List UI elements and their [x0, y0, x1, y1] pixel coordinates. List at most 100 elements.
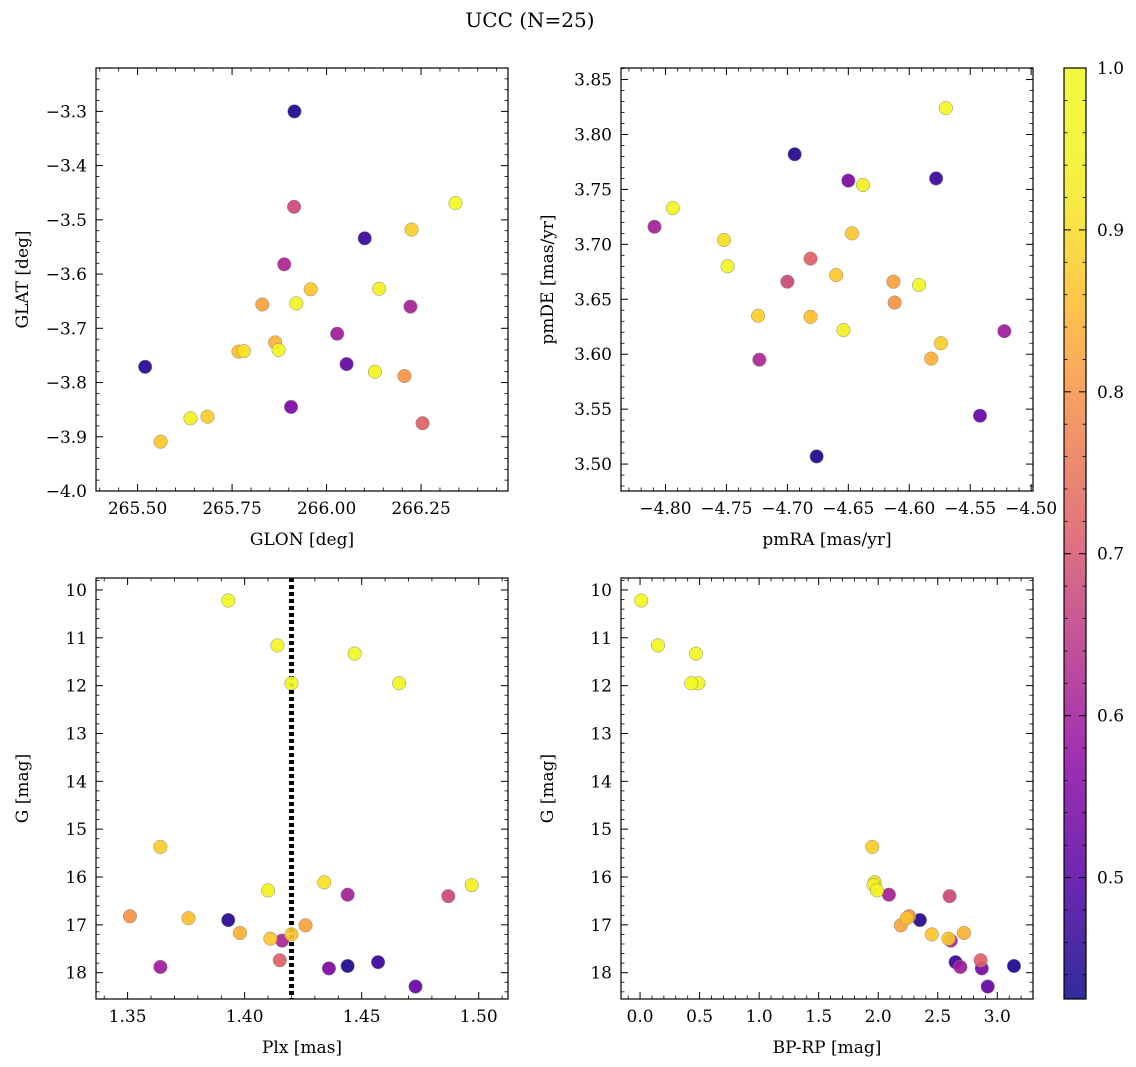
y-tick-label: −3.9: [46, 428, 87, 448]
y-tick-label: 12: [590, 677, 612, 697]
x-tick-label: −4.50: [1005, 499, 1057, 519]
panel-1: 265.50 265.75 266.00 266.25 −4.0 −3.9 −3.8 −3.7…: [13, 67, 509, 550]
x-tick-label: 1.50: [460, 1007, 498, 1027]
y-tick-label: 11: [590, 629, 612, 649]
x-tick-label: 0.5: [686, 1007, 713, 1027]
y-tick-label: 3.80: [574, 125, 612, 145]
data-point: [899, 911, 914, 926]
data-point: [261, 883, 276, 898]
data-point: [272, 953, 287, 968]
data-point: [953, 959, 968, 974]
y-tick-label: −4.0: [46, 482, 87, 502]
data-point: [357, 231, 372, 246]
y-axis-label: G [mag]: [538, 754, 558, 823]
y-tick-label: 12: [65, 677, 87, 697]
data-point: [153, 959, 168, 974]
data-point: [270, 638, 285, 653]
data-point: [367, 364, 383, 379]
y-tick-label: 3.65: [574, 290, 612, 310]
x-tick-label: −4.60: [883, 499, 935, 519]
y-tick-label: 10: [590, 581, 612, 601]
data-point: [287, 104, 302, 119]
data-point: [720, 259, 735, 274]
y-tick-label: −3.4: [46, 157, 87, 177]
x-tick-label: 2.5: [924, 1007, 951, 1027]
data-point: [956, 925, 971, 941]
y-axis-label: pmDE [mas/yr]: [538, 214, 558, 344]
data-point: [650, 638, 665, 653]
data-point: [122, 909, 137, 924]
data-point: [371, 955, 386, 970]
data-point: [221, 913, 236, 928]
data-point: [289, 296, 304, 311]
data-point: [321, 961, 336, 976]
y-tick-label: 17: [65, 916, 87, 936]
y-tick-label: 11: [65, 629, 87, 649]
data-point: [255, 297, 270, 312]
y-tick-label: 3.85: [574, 71, 612, 91]
data-point: [284, 927, 299, 942]
y-tick-label: 3.50: [574, 455, 612, 475]
data-point: [153, 839, 168, 854]
colorbar-tick-label: 0.6: [1097, 707, 1124, 727]
data-point: [298, 918, 313, 933]
data-point: [929, 171, 944, 186]
data-point: [153, 434, 168, 449]
data-point: [221, 593, 236, 608]
data-point: [283, 399, 299, 414]
y-axis-label: G [mag]: [13, 754, 33, 823]
data-point: [829, 268, 844, 283]
scatter-panels: 265.50 265.75 266.00 266.25 −4.0 −3.9 −3.8 −3.7…: [13, 67, 1057, 1058]
data-point: [303, 282, 318, 297]
data-point: [200, 409, 215, 424]
data-point: [924, 351, 939, 366]
x-tick-label: 1.40: [226, 1007, 264, 1027]
data-point: [404, 222, 419, 237]
data-point: [464, 878, 479, 893]
data-point: [716, 232, 732, 247]
colorbar-tick-label: 1.0: [1097, 59, 1124, 79]
data-point: [448, 195, 463, 211]
data-point: [787, 147, 802, 162]
data-point: [933, 336, 949, 351]
data-point: [392, 676, 407, 691]
x-tick-label: 265.75: [202, 499, 261, 519]
panel-4: 0.0 0.5 1.0 1.5 2.0 2.5 3.0 10 11 12 13 14 15 16 17 18 B…: [538, 577, 1034, 1058]
x-axis-label: pmRA [mas/yr]: [762, 530, 891, 550]
x-tick-label: 1.0: [746, 1007, 773, 1027]
x-tick-label: 1.35: [109, 1007, 147, 1027]
panel-2: −4.80 −4.75 −4.70 −4.65 −4.60 −4.55 −4.50 3.50 3…: [538, 67, 1057, 550]
data-point: [415, 416, 430, 431]
x-tick-label: 3.0: [984, 1007, 1011, 1027]
data-point: [941, 931, 956, 946]
data-point: [938, 101, 953, 116]
data-point: [844, 226, 860, 241]
data-point: [803, 251, 818, 266]
data-point: [997, 324, 1012, 339]
y-tick-label: −3.7: [46, 319, 87, 339]
colorbar-tick-label: 0.7: [1097, 545, 1124, 565]
data-point: [887, 295, 902, 310]
data-point: [665, 201, 680, 216]
x-tick-label: −4.80: [639, 499, 691, 519]
x-axis-label: GLON [deg]: [250, 530, 354, 550]
data-point: [271, 342, 286, 358]
x-tick-label: −4.65: [822, 499, 874, 519]
data-point: [277, 257, 292, 272]
y-tick-label: 14: [65, 772, 87, 792]
figure-title: UCC (N=25): [465, 8, 594, 32]
data-point: [403, 299, 418, 314]
data-point: [881, 887, 896, 902]
x-tick-label: 266.25: [391, 499, 450, 519]
colorbar-gradient: [1064, 68, 1086, 999]
y-tick-label: 16: [65, 868, 87, 888]
y-tick-label: 18: [590, 964, 612, 984]
data-point: [865, 839, 880, 854]
data-point: [397, 368, 412, 384]
data-point: [752, 352, 767, 367]
data-point: [841, 173, 856, 188]
y-tick-label: 16: [590, 868, 612, 888]
data-point: [284, 676, 299, 691]
x-tick-label: 0.0: [627, 1007, 654, 1027]
x-tick-label: 265.50: [108, 499, 167, 519]
